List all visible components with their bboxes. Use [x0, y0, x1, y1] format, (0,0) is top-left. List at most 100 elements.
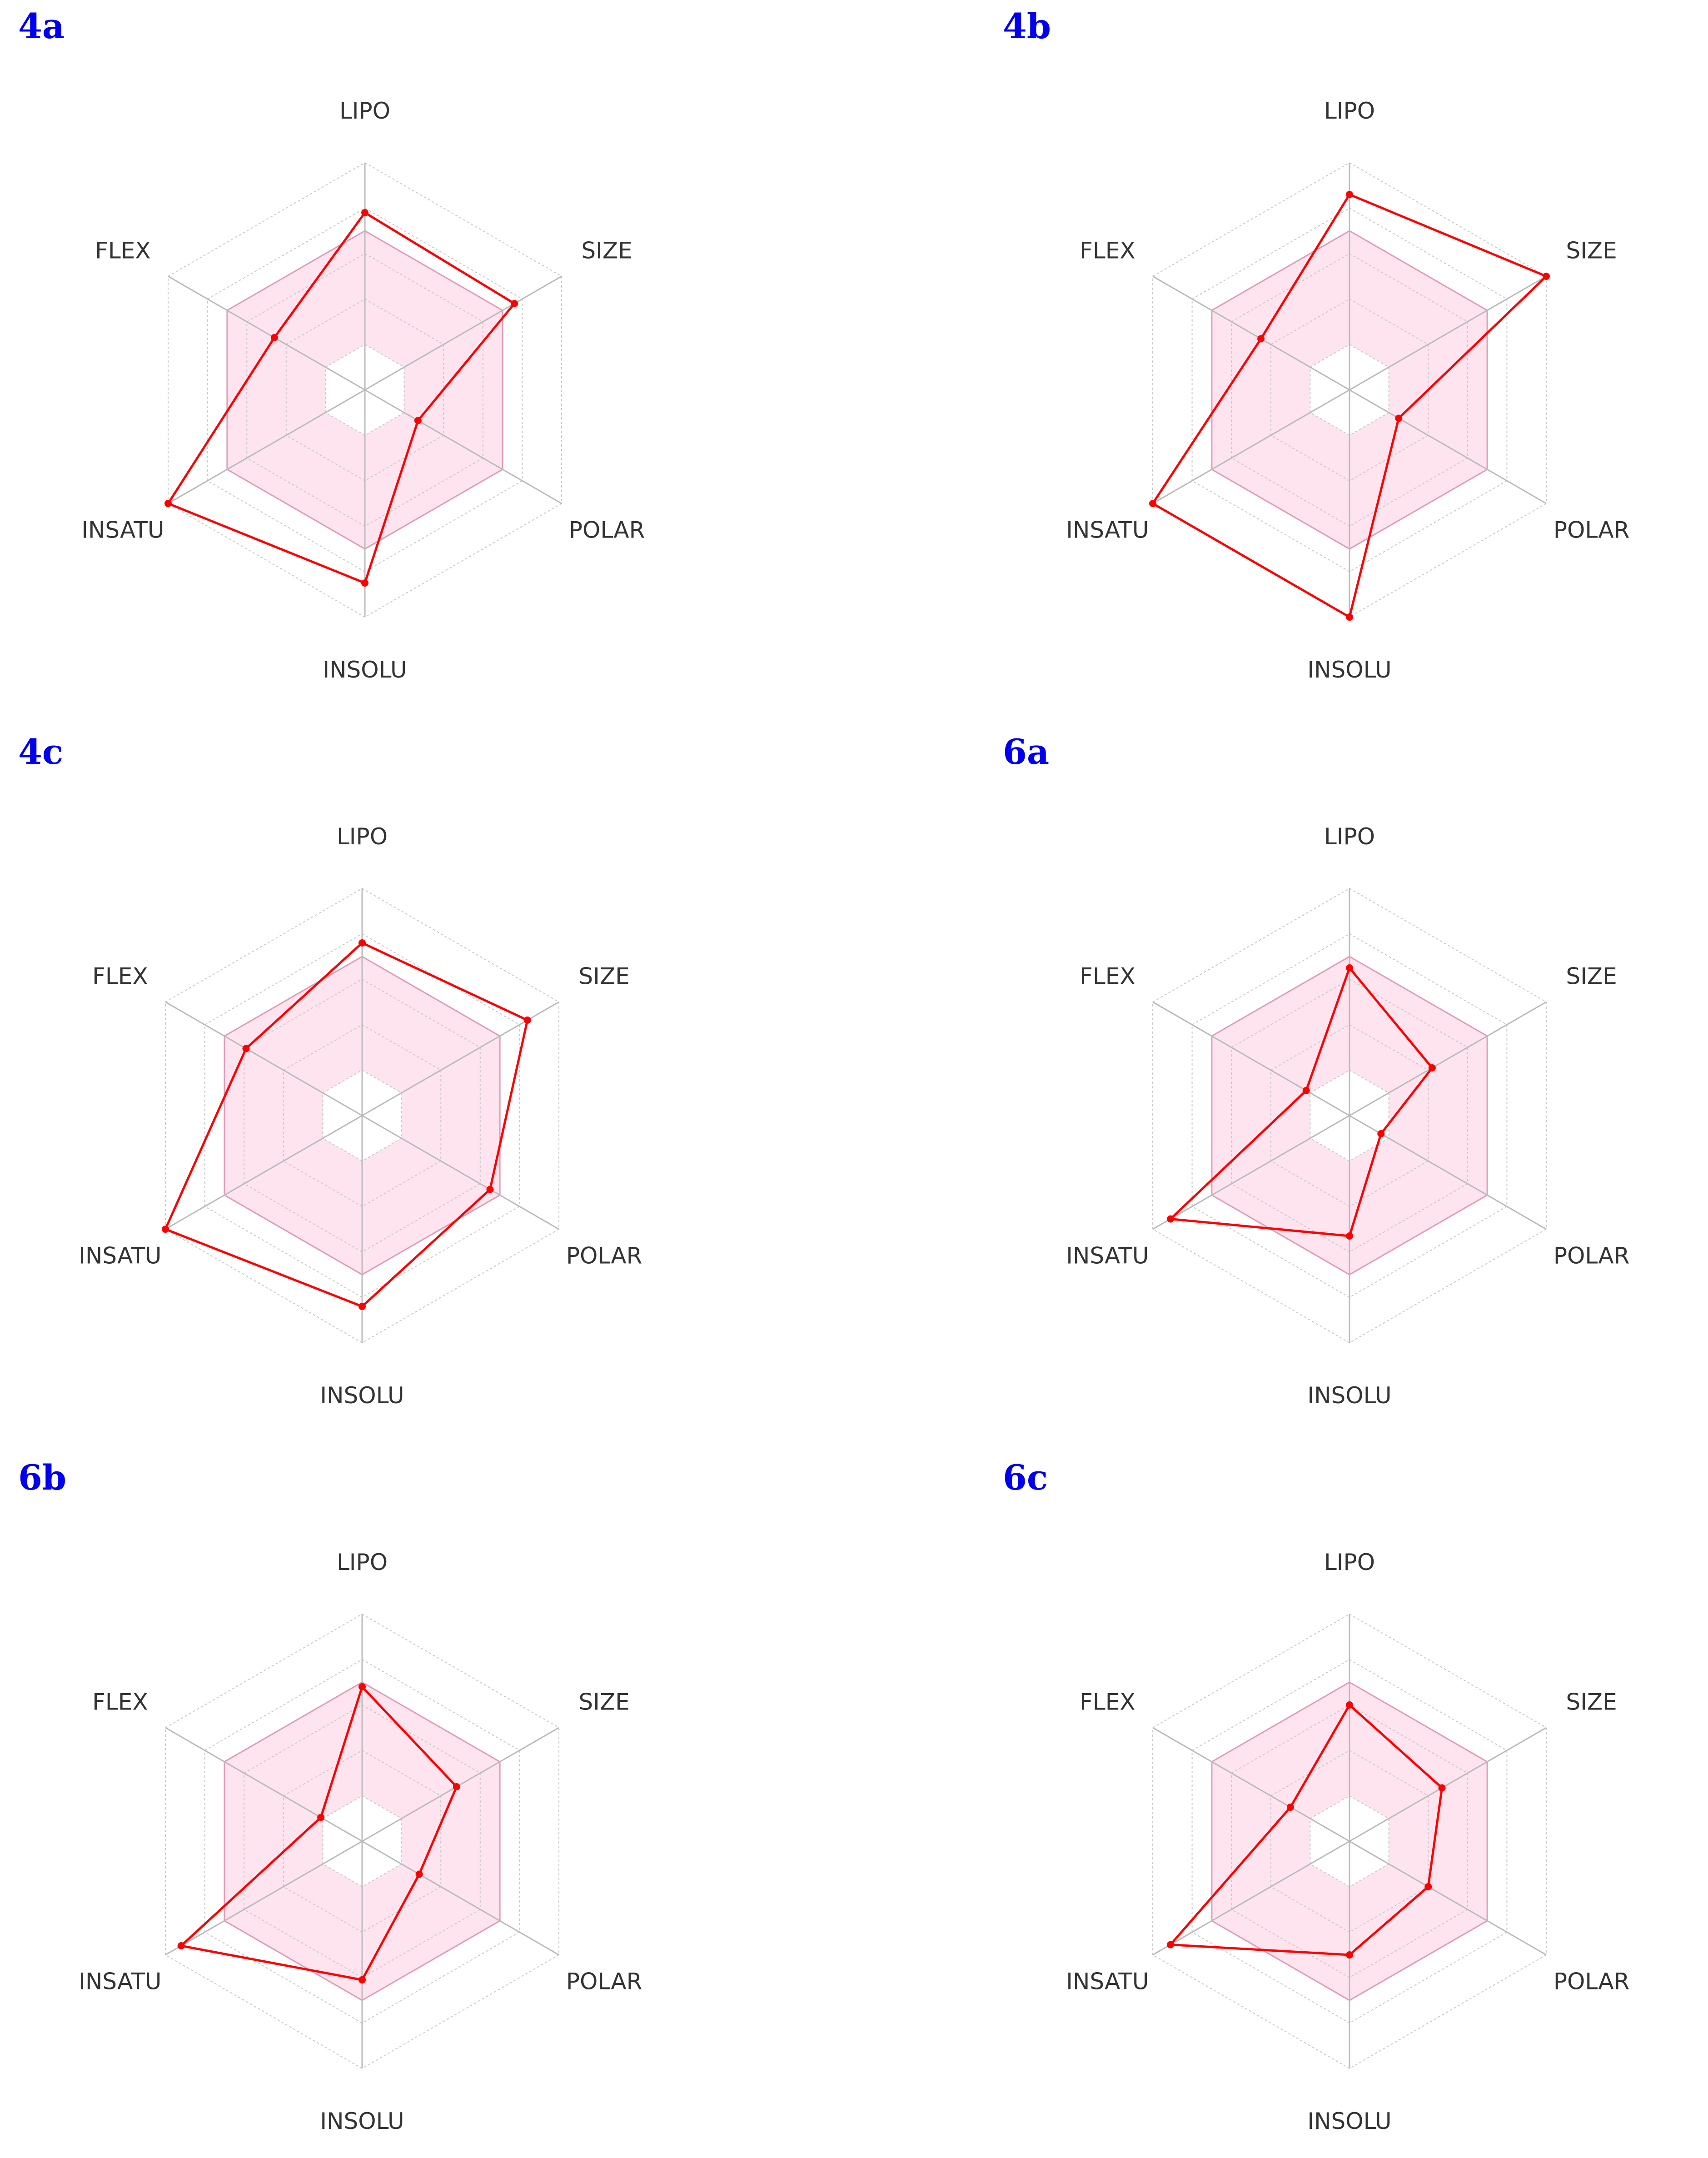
optimal-range-band	[224, 957, 500, 1275]
axis-label-lipo: LIPO	[1324, 98, 1375, 124]
panel-label: 6b	[18, 1457, 66, 1498]
axis-label-size: SIZE	[578, 1689, 629, 1715]
axis-label-flex: FLEX	[95, 238, 150, 264]
axis-label-polar: POLAR	[1554, 517, 1629, 543]
data-point-size	[1438, 1784, 1446, 1792]
axis-spoke	[1349, 1727, 1547, 1842]
data-point-polar	[1424, 1883, 1432, 1890]
panel-label: 4c	[18, 732, 63, 772]
optimal-range-band	[1211, 1682, 1488, 2000]
axis-label-flex: FLEX	[1080, 1689, 1135, 1715]
optimal-range-band	[224, 1682, 500, 2000]
data-point-size	[523, 1017, 531, 1024]
data-point-insolu	[361, 579, 368, 587]
data-point-lipo	[1346, 1701, 1353, 1709]
axis-label-flex: FLEX	[1080, 963, 1135, 990]
axis-spoke	[1152, 1727, 1350, 1842]
axis-spoke	[362, 1840, 559, 1956]
axis-label-size: SIZE	[1566, 963, 1617, 990]
axis-spoke	[1349, 1001, 1547, 1116]
axis-label-insolu: INSOLU	[320, 1382, 404, 1409]
axis-label-size: SIZE	[1566, 1689, 1617, 1715]
radar-panel-4c: 4c LIPO SIZE POLAR INSOLU INSATU FLEX	[18, 732, 642, 1409]
axis-spoke	[168, 275, 365, 391]
axis-label-insolu: INSOLU	[1307, 1382, 1391, 1409]
data-point-polar	[414, 417, 422, 424]
data-point-flex	[242, 1045, 250, 1052]
axis-label-insolu: INSOLU	[1307, 2108, 1391, 2134]
axis-spoke	[1349, 389, 1547, 504]
axis-label-insatu: INSATU	[79, 1969, 161, 1995]
data-point-lipo	[1346, 191, 1353, 198]
data-point-insatu	[1149, 500, 1156, 507]
optimal-range-band	[1211, 957, 1488, 1275]
radar-panel-4b: 4b LIPO SIZE POLAR INSOLU INSATU FLEX	[1003, 6, 1629, 683]
axis-label-polar: POLAR	[1554, 1969, 1629, 1995]
data-point-size	[1543, 273, 1550, 280]
data-point-flex	[270, 334, 278, 341]
data-point-polar	[415, 1870, 423, 1878]
axis-label-polar: POLAR	[566, 1969, 642, 1995]
panel-label: 6c	[1003, 1457, 1048, 1498]
data-point-lipo	[359, 939, 366, 947]
axis-spoke	[362, 1115, 559, 1230]
axis-label-insatu: INSATU	[79, 1243, 161, 1269]
axis-spoke	[1152, 1001, 1350, 1116]
axis-spoke	[165, 1001, 363, 1116]
axis-label-size: SIZE	[1566, 238, 1617, 264]
axis-label-polar: POLAR	[566, 1243, 642, 1269]
axis-spoke	[1152, 1840, 1350, 1956]
axis-spoke	[1349, 1840, 1547, 1956]
optimal-range-band	[1211, 231, 1488, 549]
axis-label-flex: FLEX	[92, 1689, 148, 1715]
radar-panel-6a: 6a LIPO SIZE POLAR INSOLU INSATU FLEX	[1003, 732, 1629, 1409]
axis-label-insatu: INSATU	[81, 517, 164, 543]
data-point-size	[453, 1783, 460, 1790]
axis-label-lipo: LIPO	[1324, 1549, 1375, 1575]
data-point-polar	[1395, 414, 1403, 422]
data-point-lipo	[361, 209, 368, 216]
data-point-polar	[1377, 1130, 1385, 1137]
radar-panel-4a: 4a LIPO SIZE POLAR INSOLU INSATU FLEX	[18, 6, 645, 683]
axis-spoke	[1152, 275, 1350, 391]
optimal-range-band	[227, 231, 503, 549]
data-point-insatu	[177, 1942, 185, 1949]
data-point-polar	[486, 1186, 494, 1193]
data-point-insolu	[1346, 1232, 1353, 1240]
data-point-size	[511, 300, 518, 307]
axis-label-lipo: LIPO	[339, 98, 390, 124]
axis-label-insolu: INSOLU	[320, 2108, 404, 2134]
data-point-insolu	[359, 1303, 366, 1310]
axis-spoke	[364, 389, 562, 504]
data-point-insatu	[164, 500, 172, 507]
panel-label: 4a	[18, 6, 65, 46]
axis-label-polar: POLAR	[569, 517, 645, 543]
axis-spoke	[364, 275, 562, 391]
axis-label-size: SIZE	[581, 238, 632, 264]
axis-label-flex: FLEX	[92, 963, 148, 990]
axis-label-insolu: INSOLU	[323, 657, 407, 683]
radar-panel-6c: 6c LIPO SIZE POLAR INSOLU INSATU FLEX	[1003, 1457, 1629, 2134]
radar-panel-6b: 6b LIPO SIZE POLAR INSOLU INSATU FLEX	[18, 1457, 642, 2134]
data-point-insolu	[1346, 1951, 1353, 1959]
panel-label: 4b	[1003, 6, 1051, 46]
axis-label-lipo: LIPO	[1324, 823, 1375, 850]
axis-label-insatu: INSATU	[1066, 1243, 1149, 1269]
axis-spoke	[168, 389, 365, 504]
data-point-insolu	[1346, 613, 1353, 621]
data-point-flex	[1302, 1087, 1310, 1094]
axis-label-lipo: LIPO	[337, 1549, 388, 1575]
axis-spoke	[1152, 389, 1350, 504]
data-point-flex	[1257, 335, 1265, 343]
axis-label-lipo: LIPO	[337, 823, 388, 850]
axis-label-insolu: INSOLU	[1307, 657, 1391, 683]
data-point-lipo	[1346, 964, 1353, 972]
axis-label-size: SIZE	[578, 963, 629, 990]
data-point-flex	[1287, 1804, 1295, 1811]
axis-spoke	[165, 1727, 363, 1842]
axis-label-insatu: INSATU	[1066, 517, 1149, 543]
axis-spoke	[165, 1840, 363, 1956]
axis-label-flex: FLEX	[1080, 238, 1135, 264]
data-point-lipo	[359, 1683, 366, 1690]
